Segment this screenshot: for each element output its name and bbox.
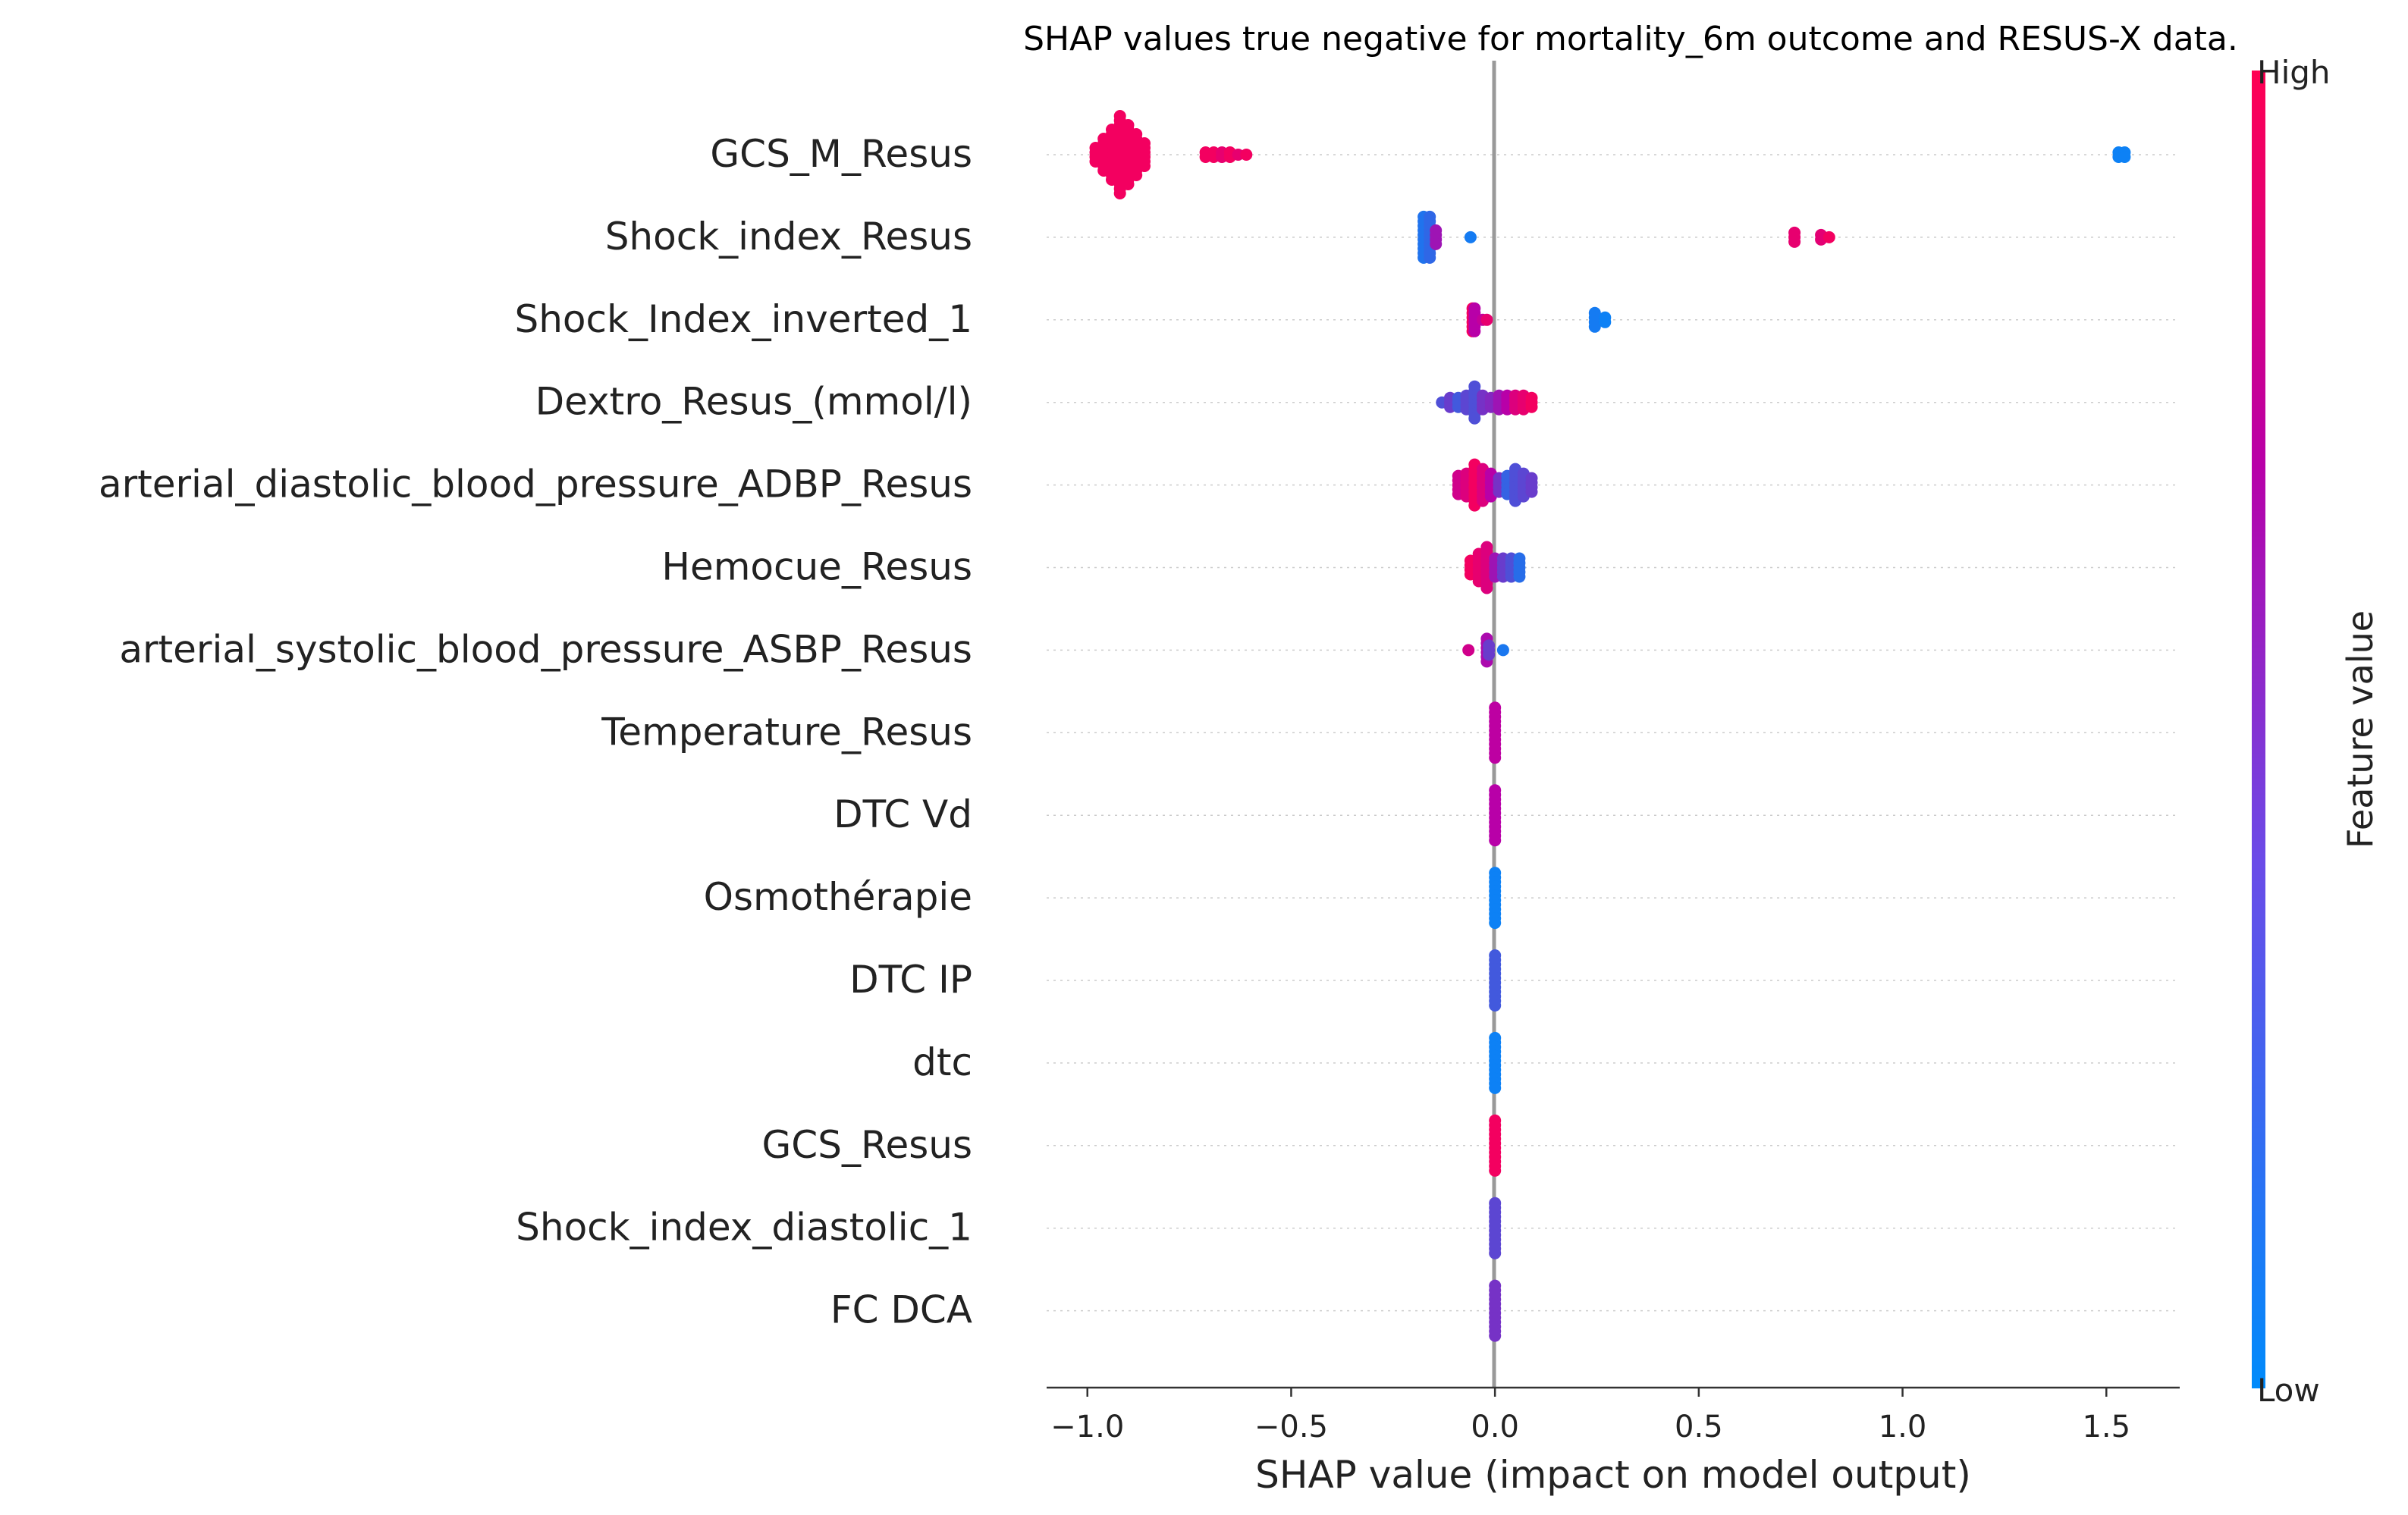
shap-point [1122,178,1135,190]
feature-labels: GCS_M_Resus Shock_index_Resus Shock_Index_… [99,132,972,1332]
chart-title: SHAP values true negative for mortality_… [1023,20,2238,58]
colorbar [2252,71,2265,1388]
feature-label: DTC IP [849,958,972,1002]
feature-label: Dextro_Resus_(mmol/l) [535,380,972,424]
row-gridlines [1047,154,2180,1312]
x-tick-label: 1.0 [1879,1410,1927,1444]
shap-point [1138,160,1151,172]
feature-label: Shock_index_Resus [605,215,972,259]
shap-point [1480,582,1493,594]
feature-label: Shock_Index_inverted_1 [514,297,972,341]
x-tick-label: 1.5 [2082,1410,2130,1444]
shap-point [1424,251,1436,264]
feature-label: Hemocue_Resus [661,545,972,589]
feature-label: arterial_diastolic_blood_pressure_ADBP_R… [99,463,972,507]
shap-point [1480,313,1493,326]
colorbar-title: Feature value [2340,610,2381,848]
shap-point [1430,237,1443,250]
shap-point [1483,648,1496,661]
shap-points [1089,110,2131,1342]
colorbar-high-label: High [2257,54,2331,91]
shap-point [1496,644,1509,657]
x-tick-label: 0.5 [1675,1410,1723,1444]
shap-point [1489,999,1502,1012]
shap-point [1489,1329,1502,1342]
feature-label: DTC Vd [834,792,972,836]
shap-point [1525,400,1538,413]
shap-point [1464,231,1477,243]
x-tick-label: 0.0 [1471,1410,1519,1444]
shap-point [1489,1247,1502,1259]
shap-point [1130,169,1143,181]
shap-point [1113,187,1126,199]
feature-label: dtc [912,1040,972,1084]
shap-point [1513,570,1526,583]
shap-point [1599,315,1612,328]
feature-label: arterial_systolic_blood_pressure_ASBP_Re… [119,627,972,671]
colorbar-low-label: Low [2257,1372,2320,1409]
shap-point [1489,1164,1502,1177]
shap-point [1489,834,1502,847]
feature-label: FC DCA [830,1288,972,1332]
feature-label: GCS_Resus [762,1123,972,1167]
shap-point [1468,325,1481,337]
x-tick-label: −1.0 [1050,1410,1124,1444]
x-tick-label: −0.5 [1254,1410,1328,1444]
shap-point [1240,149,1253,161]
shap-point [1462,644,1475,657]
shap-point [1489,1081,1502,1094]
shap-point [1525,485,1538,498]
feature-label: GCS_M_Resus [710,132,972,176]
shap-point [1489,751,1502,764]
feature-label: Temperature_Resus [601,710,972,754]
shap-point [1489,917,1502,930]
x-axis-label: SHAP value (impact on model output) [1255,1453,1971,1497]
feature-label: Shock_index_diastolic_1 [516,1206,972,1250]
shap-point [1822,231,1835,243]
shap-point [2118,151,2131,163]
feature-label: Osmothérapie [704,875,972,919]
x-axis-ticks: −1.0 −0.5 0.0 0.5 1.0 1.5 [1050,1388,2130,1444]
shap-point [1468,412,1481,425]
shap-point [1788,235,1801,248]
shap-point [1588,320,1601,333]
